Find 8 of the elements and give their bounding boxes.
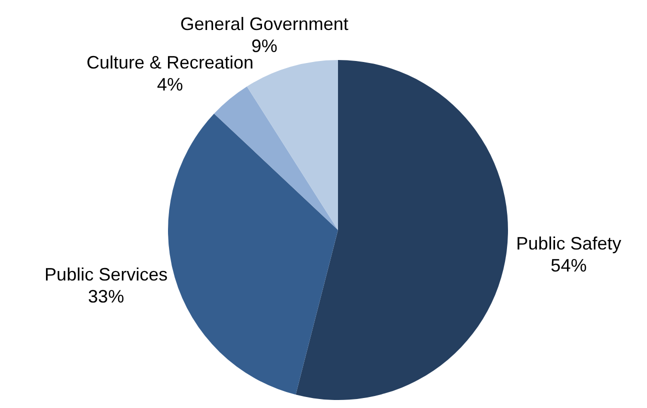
data-label: 4% (157, 74, 184, 94)
data-label: 9% (251, 36, 278, 56)
slice-label: General Government (180, 14, 348, 34)
slice-label: Culture & Recreation (86, 52, 254, 72)
slice-label: Public Safety (516, 233, 622, 254)
slice-label: Public Services (44, 264, 168, 284)
data-label: 33% (88, 286, 124, 306)
data-label: 54% (550, 255, 587, 276)
